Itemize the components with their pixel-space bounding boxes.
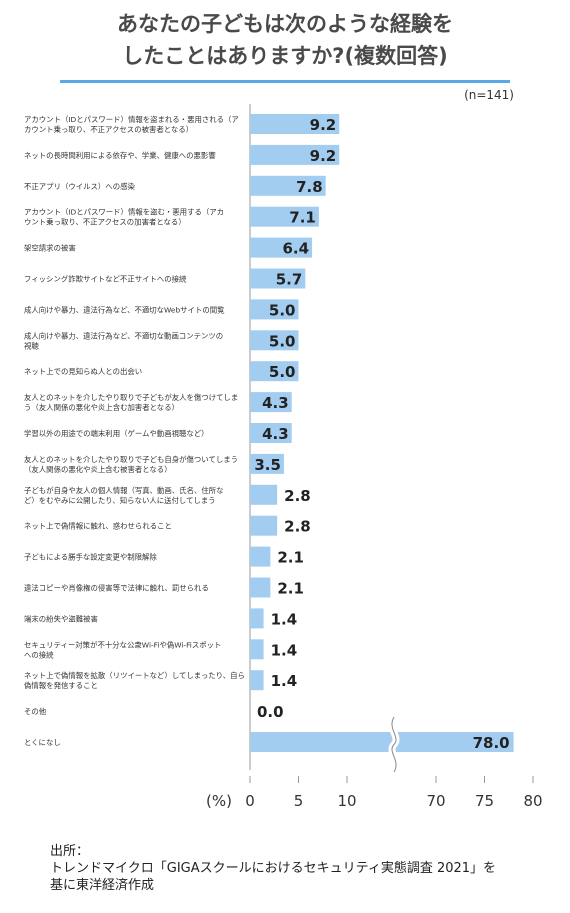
category-label: 偽情報を発信すること xyxy=(24,681,98,690)
bar xyxy=(250,268,306,289)
category-label: （友人関係の悪化や炎上含む被害者となる） xyxy=(24,465,172,474)
category-label: 不正アプリ（ウイルス）への感染 xyxy=(24,182,135,191)
sample-size-note: (n=141) xyxy=(464,88,514,102)
value-label: 78.0 xyxy=(473,734,510,752)
bar xyxy=(250,175,326,196)
value-label: 5.0 xyxy=(269,301,296,319)
category-label: 端末の紛失や盗難被害 xyxy=(24,614,98,623)
source-line-1: 出所： xyxy=(50,844,90,859)
category-label: 子どもによる勝手な設定変更や制限解除 xyxy=(24,553,157,562)
x-tick-label: 75 xyxy=(475,792,494,810)
category-label: 友人とのネットを介したやり取りで子どもが友人を傷つけてしま xyxy=(24,393,238,402)
bar xyxy=(250,484,278,505)
x-tick-label: 10 xyxy=(337,792,356,810)
category-label: 成人向けや暴力、違法行為など、不適切な動画コンテンツの xyxy=(24,331,223,340)
value-label: 4.3 xyxy=(262,394,289,412)
category-label: アカウント（IDとパスワード）情報を盗む・悪用する（アカ xyxy=(24,208,224,217)
axis-break-marker xyxy=(391,716,397,773)
category-label: ネット上で偽情報に触れ、惑わせられること xyxy=(24,522,172,531)
category-label: その他 xyxy=(24,707,47,716)
value-label: 6.4 xyxy=(283,240,310,258)
chart-title-line-1: あなたの子どもは次のような経験を xyxy=(117,12,453,36)
title-rule xyxy=(60,80,510,83)
x-tick-label: 80 xyxy=(523,792,542,810)
category-label: 成人向けや暴力、違法行為など、不適切なWebサイトの閲覧 xyxy=(24,305,225,314)
bar xyxy=(250,515,278,536)
category-label: 視聴 xyxy=(24,341,39,350)
bar xyxy=(250,639,264,660)
source-line-2: トレンドマイクロ「GIGAスクールにおけるセキュリティ実態調査 2021」を xyxy=(50,861,497,876)
x-tick-label: 70 xyxy=(426,792,445,810)
category-label: 学習以外の用途での端末利用（ゲームや動画視聴など） xyxy=(24,429,209,438)
value-label: 9.2 xyxy=(310,116,337,134)
value-label: 9.2 xyxy=(310,147,337,165)
value-label: 7.1 xyxy=(289,209,316,227)
bar xyxy=(250,361,299,382)
category-label: セキュリティー対策が不十分な公衆Wi-Fiや偽Wi-Fiスポット xyxy=(24,640,221,649)
category-label: 架空請求の被害 xyxy=(24,244,76,253)
value-label: 1.4 xyxy=(271,610,298,628)
value-label: 5.7 xyxy=(276,271,303,289)
bar xyxy=(250,206,319,227)
x-tick-label: 5 xyxy=(294,792,304,810)
value-label: 5.0 xyxy=(269,363,296,381)
category-label: フィッシング詐欺サイトなど不正サイトへの接続 xyxy=(24,275,187,284)
category-label: ネットの長時間利用による依存や、学業、健康への悪影響 xyxy=(24,151,216,160)
bar xyxy=(250,330,299,351)
value-label: 4.3 xyxy=(262,425,289,443)
bar xyxy=(250,114,340,134)
category-label: ネット上で偽情報を拡散（リツイートなど）してしまったり、自ら xyxy=(24,671,245,680)
category-label: う（友人関係の悪化や炎上含む加害者となる） xyxy=(24,403,179,412)
category-label: 友人とのネットを介したやり取りで子ども自身が傷ついてしまう xyxy=(24,455,238,464)
value-label: 2.8 xyxy=(284,518,311,536)
source-line-3: 基に東洋経済作成 xyxy=(50,878,155,893)
value-label: 2.8 xyxy=(284,487,311,505)
value-label: 0.0 xyxy=(257,703,284,721)
chart-title: あなたの子どもは次のような経験を したことはありますか?(複数回答) xyxy=(0,8,570,72)
value-label: 2.1 xyxy=(277,549,304,567)
value-label: 1.4 xyxy=(271,641,298,659)
category-label: カウント乗っ取り、不正アクセスの被害者となる） xyxy=(24,125,193,134)
bar xyxy=(250,453,284,474)
value-label: 3.5 xyxy=(254,456,281,474)
value-label: 7.8 xyxy=(296,178,323,196)
bar xyxy=(250,546,271,567)
bar xyxy=(250,392,292,413)
category-label: アカウント（IDとパスワード）情報を盗まれる・悪用される（ア xyxy=(24,115,239,124)
category-label: への接続 xyxy=(24,650,54,659)
bar xyxy=(250,608,264,629)
source-note: 出所： トレンドマイクロ「GIGAスクールにおけるセキュリティ実態調査 2021… xyxy=(50,843,496,894)
bar xyxy=(250,670,264,691)
category-label: 違法コピーや肖像権の侵害等で法律に触れ、罰せられる xyxy=(24,584,209,593)
category-label: ウント乗っ取り、不正アクセスの加害者となる） xyxy=(24,218,186,227)
x-tick-label: 0 xyxy=(245,792,255,810)
value-label: 2.1 xyxy=(277,580,304,598)
bar xyxy=(250,237,313,258)
category-label: ネット上での見知らぬ人との出会い xyxy=(24,367,142,376)
bar xyxy=(250,144,340,165)
value-label: 5.0 xyxy=(269,332,296,350)
value-label: 1.4 xyxy=(271,672,298,690)
category-label: ど）をむやみに公開したり、知らない人に送付してしまう xyxy=(24,496,216,505)
category-label: とくになし xyxy=(24,738,61,747)
bar xyxy=(250,423,292,443)
bar xyxy=(250,299,299,320)
bar xyxy=(250,577,271,598)
x-unit-label: (%) xyxy=(206,792,232,810)
chart-title-line-2: したことはありますか?(複数回答) xyxy=(122,44,448,68)
category-label: 子どもが自身や友人の個人情報（写真、動画、氏名、住所な xyxy=(24,486,224,495)
bar xyxy=(250,732,514,752)
